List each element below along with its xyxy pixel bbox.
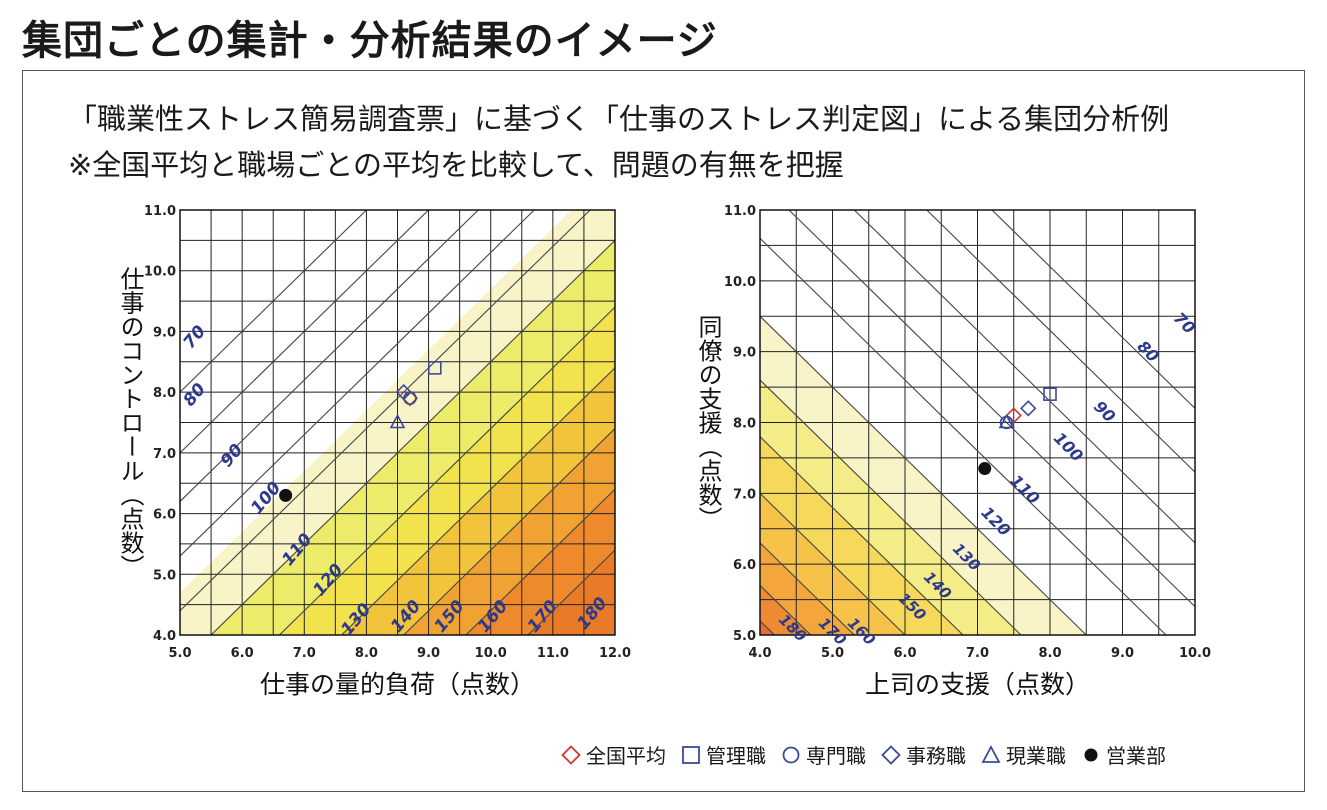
legend-item-managers: 管理職 [680,740,766,769]
contour-line [759,542,855,636]
y-tick-label: 6.0 [733,558,756,573]
x-tick-label: 10.0 [475,646,507,661]
x-tick-label: 8.0 [355,646,378,661]
x-axis-label: 上司の支援（点数） [865,670,1090,699]
y-tick-label: 5.0 [153,568,176,583]
legend-item-national-average: 全国平均 [560,740,666,769]
legend-item-field-workers: 現業職 [980,740,1066,769]
marker-triangle-field [389,413,406,429]
content-frame [22,70,1305,792]
plot-border [759,209,1196,636]
legend-label: 営業部 [1106,744,1166,768]
marker-dot-sales [279,488,293,502]
contour-line [759,492,906,636]
x-tick-label: 10.0 [1179,646,1211,661]
y-tick-label: 7.0 [733,487,756,502]
marker-triangle-field [998,413,1015,429]
marker-diamond-office [1020,400,1037,417]
y-tick-label: 6.0 [153,508,176,523]
contour-line [853,209,1196,544]
y-tick-label: 8.0 [733,417,756,432]
contour-line [759,620,775,636]
legend-marker-triangle [981,744,1001,763]
legend-item-sales: 営業部 [1080,740,1166,769]
contour-line [788,209,1196,608]
contour-line [210,239,616,636]
x-tick-label: 7.0 [293,646,316,661]
x-tick-label: 8.0 [1038,646,1061,661]
x-tick-label: 9.0 [1111,646,1134,661]
x-tick-label: 12.0 [599,646,631,661]
y-tick-label: 9.0 [733,346,756,361]
legend-label: 全国平均 [586,744,666,768]
y-tick-label: 10.0 [724,275,756,290]
legend-label: 管理職 [706,744,766,768]
legend-label: 事務職 [906,744,966,768]
y-tick-label: 11.0 [724,204,756,219]
contour-line [341,367,616,636]
x-tick-label: 5.0 [821,646,844,661]
plot-border [179,209,616,636]
y-axis-label: 仕事のコントロール（点数） [116,267,144,579]
marker-diamond-national [401,390,419,407]
x-tick-label: 6.0 [893,646,916,661]
subtitle-line-2: ※全国平均と職場ごとの平均を比較して、問題の有無を把握 [68,148,844,182]
contour-line [403,428,616,636]
x-tick-label: 5.0 [168,646,191,661]
legend-label: 専門職 [806,744,866,768]
marker-diamond-office [395,383,412,401]
legend-marker-dot [1084,748,1098,761]
x-axis-label: 仕事の量的負荷（点数） [260,670,535,699]
contour-line [179,209,479,502]
x-tick-label: 4.0 [748,646,771,661]
contour-line [179,209,367,393]
x-tick-label: 11.0 [537,646,569,661]
contour-line [759,436,964,636]
contour-line [991,209,1196,409]
y-tick-label: 5.0 [733,629,756,644]
contour-line [759,379,1022,636]
x-tick-label: 9.0 [417,646,440,661]
legend-item-specialists: 専門職 [780,740,866,769]
y-tick-label: 4.0 [153,629,176,644]
contour-line [465,488,616,636]
y-tick-label: 11.0 [144,204,176,219]
contour-line [926,209,1196,473]
contour-line [179,209,535,557]
y-tick-label: 10.0 [144,265,176,280]
legend-item-office-workers: 事務職 [880,740,966,769]
legend: 全国平均 管理職 専門職 事務職 現業職 営業部 [560,740,1166,769]
x-tick-label: 6.0 [231,646,254,661]
marker-diamond-national [1005,407,1022,424]
marker-dot-sales [978,462,992,476]
y-tick-label: 8.0 [153,386,176,401]
contour-line [759,315,1087,636]
legend-marker-circle [782,746,800,763]
contour-line [179,209,429,454]
marker-square-managers [427,361,442,375]
y-tick-label: 7.0 [153,447,176,462]
y-axis-label: 同僚の支援（点数） [694,315,722,531]
legend-marker-square [682,745,700,764]
contour-line [279,306,616,636]
x-tick-label: 7.0 [966,646,989,661]
legend-marker-diamond-blue [881,744,901,765]
contour-line [179,209,591,612]
risk-band [760,585,811,635]
contour-line [759,237,1167,636]
contour-line [759,585,812,636]
contour-line [527,549,616,636]
marker-square-managers [1043,387,1057,401]
subtitle-line-1: 「職業性ストレス簡易調査票」に基づく「仕事のストレス判定図」による集団分析例 [68,102,1170,136]
legend-marker-diamond-red [561,744,581,765]
y-tick-label: 9.0 [153,325,176,340]
page-title: 集団ごとの集計・分析結果のイメージ [22,18,718,64]
legend-label: 現業職 [1006,744,1066,768]
